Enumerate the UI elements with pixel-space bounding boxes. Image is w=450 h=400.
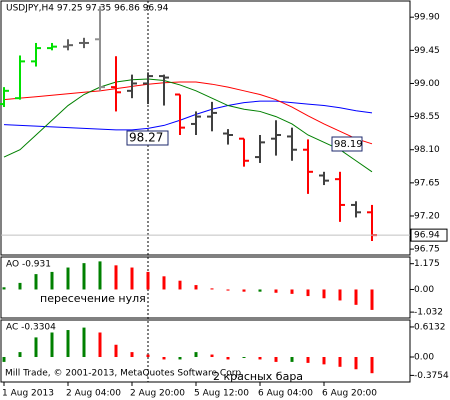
histogram-bar — [210, 288, 214, 290]
y-tick-label: 99.45 — [414, 46, 440, 56]
histogram-bar — [98, 261, 102, 290]
price-label-box — [331, 136, 363, 152]
y-tick-label: 98.10 — [414, 145, 440, 155]
ao-panel — [0, 256, 411, 319]
histogram-bar — [114, 265, 118, 290]
last-price-label: 96.94 — [414, 231, 440, 241]
last-price-box — [410, 228, 448, 242]
histogram-bar — [34, 337, 38, 358]
y-tick-label: 0.00 — [414, 353, 434, 363]
histogram-bar — [98, 332, 102, 358]
price-label-box — [126, 130, 169, 146]
x-tick-label: 6 Aug 20:00 — [322, 389, 377, 399]
histogram-bar — [370, 289, 374, 310]
histogram-bar — [146, 354, 150, 358]
main-panel — [0, 0, 411, 256]
histogram-bar — [178, 357, 182, 360]
histogram-bar — [354, 289, 358, 305]
x-tick-label: 5 Aug 12:00 — [194, 389, 249, 399]
histogram-bar — [162, 357, 166, 360]
x-tick-label: 2 Aug 20:00 — [130, 389, 185, 399]
moving-average — [3, 100, 373, 131]
histogram-bar — [82, 327, 86, 358]
x-tick-label: 6 Aug 04:00 — [258, 389, 313, 399]
histogram-bar — [18, 282, 22, 290]
y-tick-label: 99.00 — [414, 79, 440, 89]
histogram-bar — [306, 289, 310, 297]
histogram-bar — [66, 330, 70, 358]
ac-title: AC -0.3304 — [6, 323, 56, 333]
histogram-bar — [82, 263, 86, 290]
histogram-bar — [18, 352, 22, 358]
histogram-bar — [2, 357, 6, 362]
y-tick-label: 96.75 — [414, 245, 440, 255]
histogram-bar — [130, 352, 134, 358]
histogram-bar — [66, 267, 70, 290]
histogram-bar — [290, 289, 294, 294]
histogram-bar — [178, 280, 182, 290]
ac-panel — [0, 319, 411, 383]
moving-average — [3, 81, 373, 145]
histogram-bar — [258, 357, 262, 360]
x-tick-label: 1 Aug 2013 — [2, 389, 54, 399]
histogram-bar — [114, 344, 118, 358]
moving-average — [3, 78, 373, 173]
y-tick-label: -0.3754 — [414, 371, 449, 381]
histogram-bar — [354, 357, 358, 370]
y-tick-label: 0.6132 — [414, 322, 446, 332]
histogram-bar — [210, 354, 214, 358]
histogram-bar — [242, 357, 246, 358]
histogram-bar — [370, 357, 374, 374]
price-label: 98.19 — [334, 139, 363, 150]
histogram-bar — [274, 289, 278, 293]
histogram-bar — [34, 274, 38, 290]
credit: Mill Trade, © 2001-2013, MetaQuotes Soft… — [5, 369, 244, 379]
histogram-bar — [322, 357, 326, 365]
y-tick-label: 99.90 — [414, 13, 440, 23]
histogram-bar — [242, 289, 246, 292]
y-tick-label: 97.20 — [414, 211, 440, 221]
y-tick-label: -1.032 — [414, 308, 443, 318]
histogram-bar — [50, 332, 54, 358]
y-tick-label: 97.65 — [414, 178, 440, 188]
histogram-bar — [306, 357, 310, 363]
histogram-bar — [50, 271, 54, 290]
histogram-bar — [162, 276, 166, 290]
x-tick-label: 2 Aug 04:00 — [66, 389, 121, 399]
annotation: пересечение нуля — [40, 292, 146, 305]
y-tick-label: 0.00 — [414, 285, 434, 295]
histogram-bar — [338, 357, 342, 367]
ao-title: AO -0.931 — [6, 260, 51, 270]
histogram-bar — [194, 285, 198, 290]
histogram-bar — [322, 289, 326, 299]
price-label: 98.27 — [129, 131, 163, 145]
histogram-bar — [290, 357, 294, 362]
histogram-bar — [146, 271, 150, 290]
main-title: USDJPY,H4 97.25 97.35 96.86 96.94 — [6, 4, 169, 14]
y-tick-label: 98.55 — [414, 112, 440, 122]
y-tick-label: 1.175 — [414, 259, 440, 269]
histogram-bar — [194, 352, 198, 358]
histogram-bar — [226, 289, 230, 291]
histogram-bar — [226, 357, 230, 360]
histogram-bar — [258, 289, 262, 292]
histogram-bar — [338, 289, 342, 301]
histogram-bar — [130, 267, 134, 290]
histogram-bar — [274, 357, 278, 362]
histogram-bar — [2, 287, 6, 290]
annotation: 2 красных бара — [213, 370, 303, 383]
